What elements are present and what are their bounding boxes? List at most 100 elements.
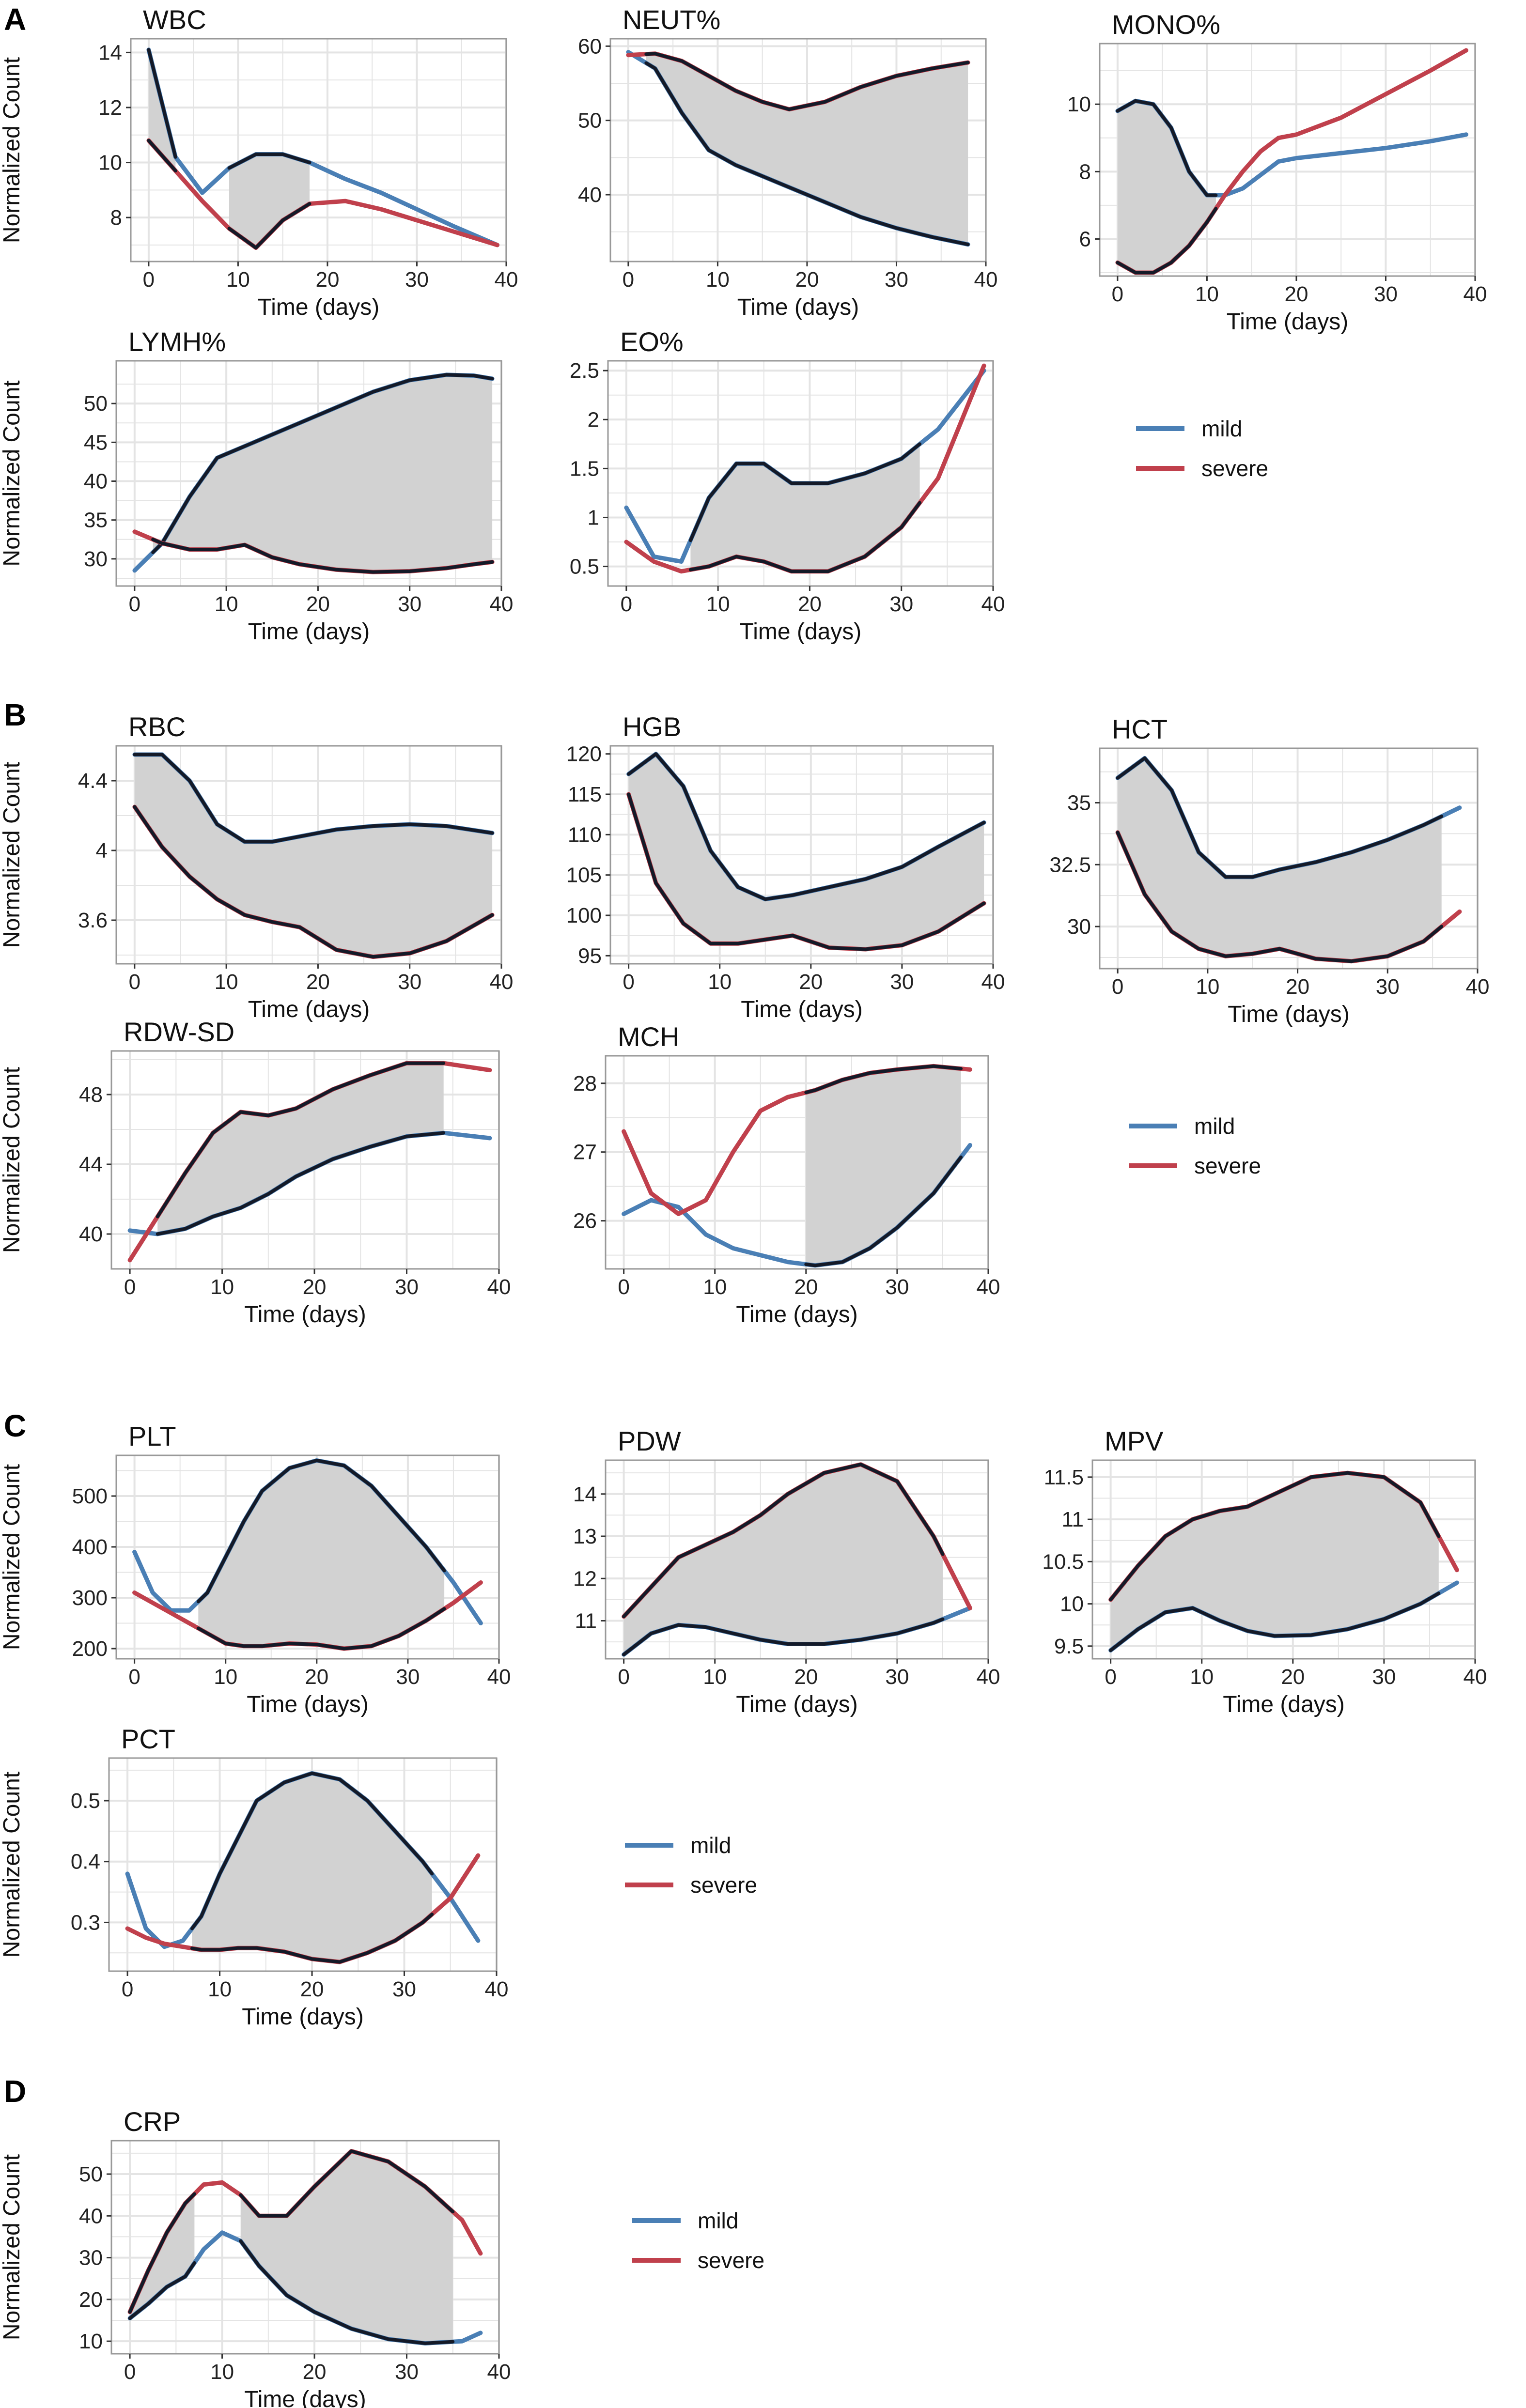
- x-axis-label: Time (days): [1223, 1692, 1345, 1717]
- y-tick-label: 0.4: [71, 1850, 100, 1874]
- series-outline-mild: [156, 1131, 446, 1236]
- y-axis-label: Normalized Count: [0, 1067, 25, 1253]
- plot-border: [1099, 43, 1476, 277]
- x-axis-label: Time (days): [247, 1692, 369, 1717]
- y-tick-label: 40: [84, 470, 108, 494]
- series-outline-severe: [151, 538, 494, 574]
- legend: mild severe: [1129, 1113, 1261, 1178]
- x-axis-label: Time (days): [741, 997, 863, 1022]
- plot-border: [108, 1757, 498, 1972]
- y-tick-label: 50: [84, 392, 108, 416]
- x-tick-label: 20: [1286, 975, 1309, 999]
- y-tick-label: 1: [588, 506, 599, 529]
- y-tick-label: 300: [72, 1586, 108, 1610]
- y-axis-label: Normalized Count: [0, 762, 25, 948]
- chart-title: MONO%: [1112, 9, 1220, 40]
- x-tick-label: 30: [885, 268, 908, 292]
- y-axis-label: Normalized Count: [0, 2154, 25, 2340]
- x-tick-label: 0: [1112, 282, 1123, 306]
- shaded-interval: [134, 755, 493, 957]
- series-outline-severe: [1116, 207, 1218, 275]
- series-outline-severe: [133, 805, 494, 959]
- shaded-interval: [806, 1066, 961, 1266]
- series-outline-severe: [128, 2192, 196, 2314]
- x-tick-label: 40: [981, 592, 1005, 616]
- x-tick-label: 40: [1466, 975, 1490, 999]
- panel-letter-d: D: [4, 2074, 26, 2109]
- y-tick-label: 4: [96, 839, 108, 863]
- x-axis-label: Time (days): [1227, 309, 1349, 335]
- x-axis-label: Time (days): [258, 294, 380, 320]
- series-outline-mild: [151, 373, 494, 554]
- x-tick-label: 30: [1376, 975, 1400, 999]
- x-tick-label: 40: [490, 970, 514, 994]
- x-tick-label: 40: [974, 268, 998, 292]
- chart-neut-pct: 0 10 20 30 40 40 50 60 NEUT% Time (days): [578, 4, 997, 320]
- x-tick-label: 40: [495, 268, 518, 292]
- x-tick-label: 10: [703, 1275, 727, 1299]
- shaded-interval: [192, 1773, 432, 1962]
- series-outline-mild: [688, 442, 922, 542]
- x-tick-label: 20: [1281, 1665, 1305, 1689]
- y-tick-label: 14: [573, 1482, 597, 1506]
- x-tick-label: 20: [798, 592, 822, 616]
- chart-title: RDW-SD: [124, 1017, 234, 1047]
- chart-title: WBC: [143, 4, 206, 35]
- y-tick-label: 200: [72, 1637, 108, 1661]
- y-tick-label: 20: [79, 2288, 103, 2312]
- chart-hct: 0 10 20 30 40 30 32.5 35 HCT Time (days): [1049, 714, 1489, 1027]
- chart-mono-pct: 0 10 20 30 40 6 8 10 MONO% Time (days): [1067, 9, 1487, 335]
- x-tick-label: 10: [215, 592, 238, 616]
- series-outline-mild: [227, 153, 311, 170]
- x-axis-label: Time (days): [248, 619, 370, 645]
- panel-letter-a: A: [4, 2, 26, 37]
- plot-border: [110, 1050, 500, 1270]
- y-tick-label: 60: [578, 34, 602, 58]
- legend: mild severe: [632, 2208, 764, 2273]
- legend: mild severe: [625, 1833, 757, 1898]
- x-tick-label: 20: [306, 970, 330, 994]
- y-tick-label: 4.4: [78, 769, 108, 793]
- plot-border: [609, 38, 987, 262]
- y-tick-label: 10: [1067, 93, 1091, 116]
- chart-title: HCT: [1112, 714, 1168, 744]
- series-outline-severe: [147, 139, 177, 173]
- chart-rbc: 0 10 20 30 40 3.6 4 4.4 RBC Time (days) Normalized…: [0, 711, 513, 1022]
- chart-rdw-sd: 0 10 20 30 40 40 44 48 RDW-SD Time (days) Normaliz…: [0, 1017, 511, 1327]
- x-tick-label: 0: [124, 2360, 136, 2384]
- y-tick-label: 14: [98, 41, 122, 64]
- series-outline-mild: [239, 2239, 455, 2345]
- y-tick-label: 40: [578, 183, 602, 207]
- legend: mild severe: [1136, 416, 1268, 481]
- series-outline-severe: [196, 1607, 446, 1651]
- chart-title: EO%: [620, 326, 684, 357]
- y-tick-label: 10: [98, 151, 122, 175]
- x-axis-label: Time (days): [248, 997, 370, 1022]
- series-outline-mild: [1116, 756, 1444, 879]
- x-tick-label: 20: [305, 1665, 328, 1689]
- chart-title: RBC: [128, 711, 186, 742]
- y-tick-label: 32.5: [1049, 853, 1091, 877]
- x-tick-label: 0: [129, 970, 140, 994]
- x-tick-label: 0: [128, 1665, 140, 1689]
- chart-lymh-pct: 0 10 20 30 40 30 35 40 45 50 LYMH% Time (days) Norma…: [0, 326, 513, 645]
- x-tick-label: 30: [398, 970, 421, 994]
- y-tick-label: 1.5: [570, 457, 599, 480]
- x-tick-label: 0: [122, 1977, 133, 2001]
- shaded-interval: [628, 754, 984, 949]
- x-tick-label: 30: [1374, 282, 1398, 306]
- shaded-interval: [130, 2194, 195, 2318]
- series-outline-severe: [688, 501, 922, 573]
- y-tick-label: 35: [84, 509, 108, 532]
- series-outline-severe: [627, 792, 986, 951]
- series-outline-mild: [128, 2261, 196, 2320]
- x-tick-label: 10: [706, 592, 730, 616]
- y-axis-label: Normalized Count: [0, 57, 25, 243]
- legend-label-severe: severe: [698, 2248, 764, 2273]
- x-axis-label: Time (days): [740, 619, 862, 645]
- x-tick-label: 0: [621, 592, 632, 616]
- panel-letter-b: B: [4, 697, 26, 732]
- x-tick-label: 30: [395, 2360, 419, 2384]
- x-tick-label: 20: [795, 268, 819, 292]
